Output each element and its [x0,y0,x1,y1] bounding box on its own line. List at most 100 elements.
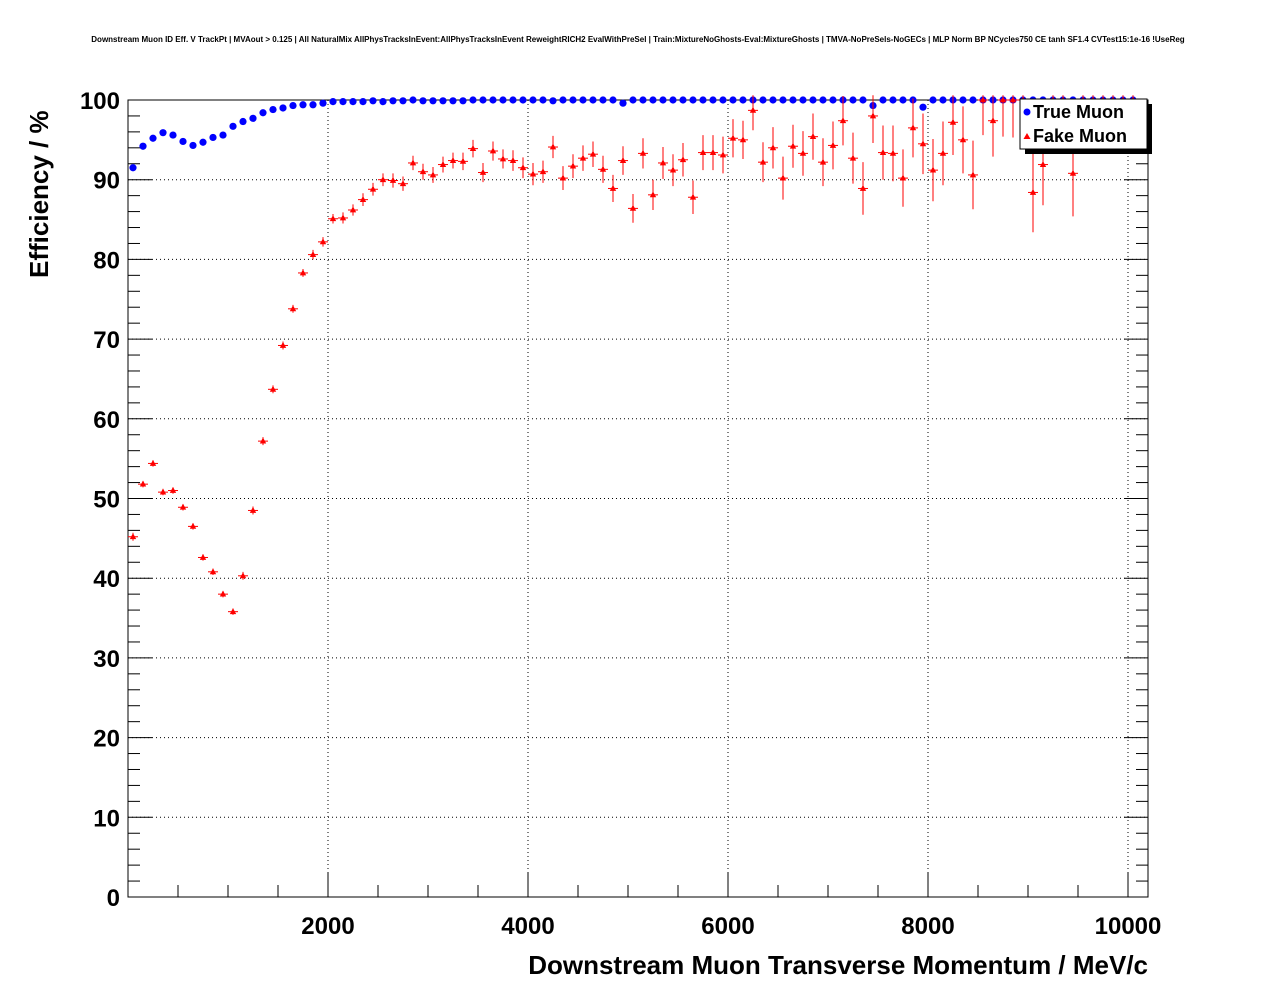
data-point [379,176,387,183]
legend-label-true-muon: True Muon [1033,102,1124,122]
data-point [959,96,967,104]
data-point [619,156,627,163]
data-point [979,96,987,103]
data-point [799,149,807,156]
y-tick-label: 0 [107,885,120,912]
data-point [189,522,197,529]
data-point [549,97,557,105]
data-point [529,96,537,104]
data-point [589,96,597,104]
data-point [229,608,237,615]
data-point [159,129,167,137]
data-point [959,136,967,143]
data-point [509,156,517,163]
data-point [289,101,297,110]
data-point [149,459,157,466]
y-tick-label: 30 [93,646,120,673]
data-point [889,149,897,156]
data-point [429,97,437,105]
data-point [489,96,497,104]
legend-label-fake-muon: Fake Muon [1033,126,1127,146]
data-point [669,96,677,104]
data-point [579,96,587,104]
y-tick-label: 80 [93,247,120,274]
data-point [249,506,257,513]
data-point [909,124,917,131]
data-point [159,488,167,495]
data-point [599,165,607,172]
data-point [199,138,207,146]
data-point [969,171,977,178]
data-point [799,96,807,104]
data-point [819,158,827,165]
data-point [149,134,157,142]
data-point [649,191,657,198]
data-point [179,137,187,146]
data-point [349,97,357,106]
data-point [899,96,907,104]
data-point [389,97,397,105]
data-point [349,206,357,213]
data-point [369,97,377,105]
data-point [539,168,547,175]
data-point [529,170,537,177]
data-point [679,96,687,104]
data-point [879,149,887,156]
data-point [409,96,417,104]
data-point [749,106,757,113]
data-point [329,97,337,106]
data-point [459,97,467,105]
data-point [969,96,977,104]
data-point [869,112,877,119]
data-point [499,155,507,162]
data-point [719,96,727,104]
data-point [769,144,777,151]
data-point [629,96,637,104]
data-point [789,142,797,149]
x-axis-label: Downstream Muon Transverse Momentum / Me… [528,950,1148,980]
data-point [729,134,737,141]
data-point [679,156,687,163]
data-point [359,97,367,106]
data-point [989,117,997,124]
data-point [229,122,237,130]
data-point [199,553,207,560]
data-point [549,143,557,150]
data-point [759,158,767,165]
data-point [1039,160,1047,167]
data-point [689,96,697,104]
data-point [379,97,387,106]
data-point [779,96,787,104]
data-point [569,96,577,104]
data-point [809,133,817,140]
data-point [449,97,457,105]
data-point [639,149,647,156]
data-point [599,96,607,104]
data-point [479,168,487,175]
data-point [139,142,147,150]
data-point [209,568,217,575]
data-point [279,104,287,112]
data-point [629,204,637,211]
data-point [539,96,547,104]
chart-title: Downstream Muon ID Eff. V TrackPt | MVAo… [91,35,1185,44]
data-point [329,215,337,222]
tick-labels: 2000 4000 6000 8000 10000 0 10 20 30 40 50 60 70 80 90… [80,88,1161,940]
legend: True Muon Fake Muon [1019,98,1152,154]
data-point [509,96,517,104]
data-point [239,572,247,579]
data-point [219,131,227,139]
data-point [189,141,197,150]
data-point [169,131,177,139]
data-point [709,149,717,156]
data-point [699,149,707,156]
data-point [769,96,777,104]
legend-marker-fake-muon [1023,133,1031,139]
data-point [129,164,137,172]
data-point [269,385,277,392]
data-point [219,590,227,597]
data-point [939,149,947,156]
data-point [239,117,247,126]
data-point [709,96,717,104]
y-tick-label: 90 [93,168,120,195]
